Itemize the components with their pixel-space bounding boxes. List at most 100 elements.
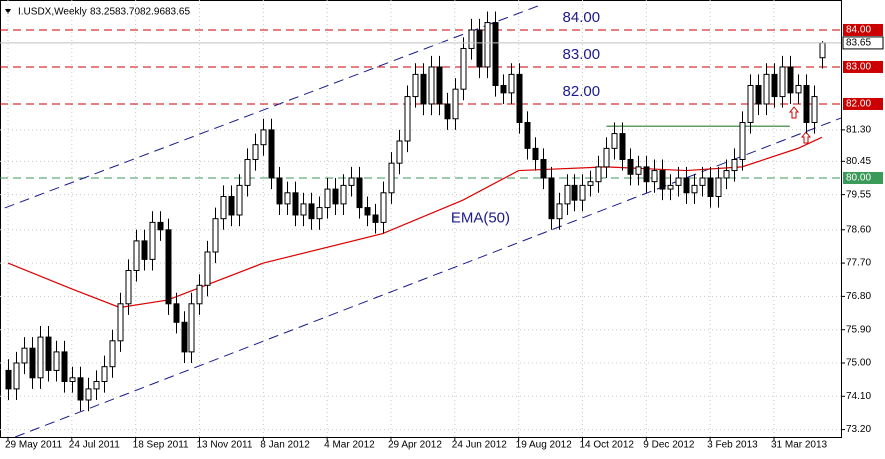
candle-body [500,84,507,94]
candle-body [396,140,403,164]
ema-label: EMA(50) [451,210,510,227]
candle-body [691,184,698,194]
candle-body [69,377,76,382]
candle-body [468,29,475,49]
candle-body [268,129,275,179]
candle-body [643,166,650,183]
candle-body [388,162,395,194]
candle-body [29,347,36,379]
candle-body [252,144,259,160]
candle-body [579,184,586,201]
x-tick-label: 13 Nov 2011 [196,440,252,451]
candle-body [284,192,291,205]
candle-body [795,84,802,94]
candle-body [771,73,778,98]
candle-body [236,184,243,216]
y-tick-label: 74.10 [846,391,871,402]
candle-body [803,84,810,123]
y-tick-label: 78.60 [846,224,871,235]
candle-body [260,129,267,146]
candle-body [707,177,714,197]
candle-body [380,192,387,223]
candle-body [540,158,547,179]
x-tick-label: 29 Apr 2012 [388,440,442,451]
candle-body [476,29,483,68]
candle-body [603,147,610,168]
y-tick-label: 79.55 [846,189,871,200]
candle-body [619,133,626,160]
price-tag [843,97,883,110]
candle-body [13,362,20,390]
price-tag [843,171,883,184]
candle-body [53,351,60,371]
arrow-icon [788,106,800,119]
candle-body [675,177,682,186]
candle-body [181,321,188,353]
candle-body [595,166,602,183]
price-tag [843,23,883,36]
candle-body [763,73,770,105]
y-tick-label: 80.45 [846,156,871,167]
candle-body [787,66,794,94]
current-price-tag [842,36,884,50]
candle-body [37,336,44,379]
ohlc: 83.65 [165,7,190,18]
ohlc: 82.96 [140,7,165,18]
candle-body [61,351,68,382]
candle-body [316,207,323,220]
candle-body [452,88,459,120]
plot-frame [0,0,842,438]
candle-body [420,73,427,105]
candle-body [524,121,531,149]
x-tick-label: 9 Dec 2012 [643,440,695,451]
y-tick-label: 75.90 [846,324,871,335]
candle-body [548,177,555,220]
candle-body [157,221,164,231]
candle-body [188,303,195,353]
candle-body [516,73,523,123]
candle-body [165,229,172,305]
level-label: 83.00 [563,46,601,63]
current-price-label: 83.65 [846,38,871,49]
candle-body [292,192,299,216]
candle-body [364,207,371,216]
ohlc: 83.25 [90,7,115,18]
candle-body [276,177,283,205]
candle-body [141,240,148,260]
candle-body [659,170,666,190]
candle-body [220,195,227,220]
candle-body [460,47,467,90]
price-tag-label: 83.00 [846,62,871,73]
candle-body [819,42,826,59]
candle-body [196,284,203,305]
candle-body [436,66,443,105]
y-tick-label: 73.20 [846,424,871,435]
candle-body [444,103,451,120]
y-tick-label: 81.30 [846,125,871,136]
candle-body [125,269,132,305]
candle-body [149,221,156,260]
candle-body [300,203,307,216]
x-tick-label: 18 Sep 2011 [133,440,189,451]
candle-body [173,303,180,323]
candle-body [109,340,116,368]
candle-body [340,184,347,205]
candle-body [332,188,339,205]
candle-body [571,184,578,201]
candle-body [85,388,92,401]
candle-body [348,177,355,186]
x-tick-label: 31 Mar 2013 [771,440,828,451]
candle-body [101,366,108,382]
candle-body [5,369,12,390]
channel-line [14,117,842,438]
candle-body [683,177,690,194]
candle-body [228,195,235,216]
candle-body [77,377,84,401]
candle-body [244,158,251,186]
candle-body [117,303,124,342]
candle-body [699,177,706,186]
x-tick-label: 29 May 2011 [5,440,63,451]
candle-body [356,177,363,209]
candle-body [492,22,499,86]
